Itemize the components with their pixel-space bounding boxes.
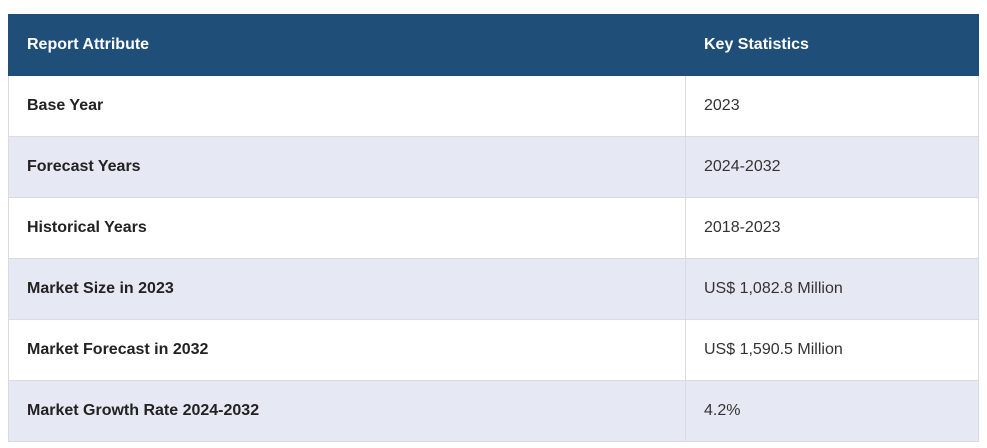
table-row: Market Size in 2023 US$ 1,082.8 Million bbox=[8, 258, 979, 320]
attribute-cell: Market Forecast in 2032 bbox=[8, 319, 686, 381]
value-cell: US$ 1,082.8 Million bbox=[685, 258, 979, 320]
value-cell: US$ 1,590.5 Million bbox=[685, 319, 979, 381]
table-row: Market Forecast in 2032 US$ 1,590.5 Mill… bbox=[8, 319, 979, 381]
table-row: Forecast Years 2024-2032 bbox=[8, 136, 979, 198]
value-cell: 2024-2032 bbox=[685, 136, 979, 198]
report-table-container: Report Attribute Key Statistics Base Yea… bbox=[8, 14, 979, 442]
table-row: Historical Years 2018-2023 bbox=[8, 197, 979, 259]
column-header-report-attribute: Report Attribute bbox=[8, 14, 686, 76]
table-row: Market Growth Rate 2024-2032 4.2% bbox=[8, 380, 979, 442]
value-cell: 2023 bbox=[685, 75, 979, 137]
column-header-key-statistics: Key Statistics bbox=[685, 14, 979, 76]
table-header-row: Report Attribute Key Statistics bbox=[8, 14, 979, 76]
attribute-cell: Forecast Years bbox=[8, 136, 686, 198]
attribute-cell: Market Growth Rate 2024-2032 bbox=[8, 380, 686, 442]
value-cell: 4.2% bbox=[685, 380, 979, 442]
attribute-cell: Market Size in 2023 bbox=[8, 258, 686, 320]
attribute-cell: Base Year bbox=[8, 75, 686, 137]
table-row: Base Year 2023 bbox=[8, 75, 979, 137]
report-statistics-table: Report Attribute Key Statistics Base Yea… bbox=[8, 14, 979, 442]
attribute-cell: Historical Years bbox=[8, 197, 686, 259]
value-cell: 2018-2023 bbox=[685, 197, 979, 259]
